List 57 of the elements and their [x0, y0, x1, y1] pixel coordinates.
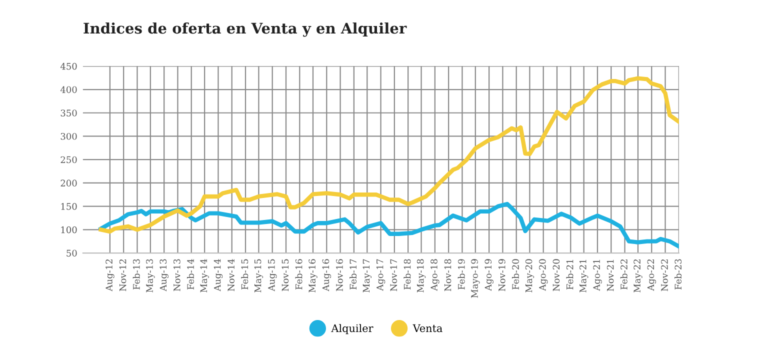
line-series — [98, 202, 679, 249]
x-tick-label: May-22 — [634, 259, 642, 292]
legend-label: Venta — [412, 324, 442, 332]
x-tick-label: Ago-17 — [376, 259, 386, 291]
x-tick-label: Nov-19 — [498, 259, 506, 292]
y-tick-label: 200 — [60, 180, 77, 187]
x-tick-label: Nov-13 — [174, 259, 180, 292]
x-tick-label: Nov-20 — [552, 259, 560, 292]
x-tick-label: Aug-12 — [106, 259, 114, 292]
y-tick-label: 300 — [60, 132, 77, 140]
x-tick-label: Nov-15 — [282, 259, 289, 292]
x-tick-label: Feb-18 — [404, 259, 411, 290]
y-tick-label: 250 — [60, 156, 77, 164]
legend-label: Alquiler — [331, 324, 374, 334]
x-tick-label: May-17 — [362, 259, 372, 292]
x-tick-label: Ago-21 — [593, 260, 602, 291]
x-tick-label: May-15 — [254, 259, 264, 292]
chart-title: Indices de oferta en Venta y en Alquiler — [84, 22, 407, 37]
x-tick-label: Nov-22 — [661, 259, 668, 292]
x-tick-label: Feb-23 — [674, 259, 682, 290]
y-tick-label: 350 — [60, 110, 77, 116]
x-tick-label: Nov-16 — [336, 259, 343, 292]
x-tick-label: Ago-20 — [539, 259, 548, 291]
y-tick-label: 150 — [61, 203, 77, 210]
x-tick-label: Nov-18 — [444, 259, 452, 292]
x-tick-label: May-18 — [416, 259, 426, 292]
x-tick-label: May-20 — [525, 259, 534, 292]
x-tick-label: Feb-17 — [350, 259, 357, 290]
y-tick-label: 100 — [61, 226, 77, 234]
x-tick-label: Feb-13 — [132, 259, 140, 290]
x-tick-label: Aug-15 — [268, 259, 277, 292]
x-tick-label: Nov-21 — [606, 260, 614, 292]
x-tick-label: Aug-14 — [214, 259, 223, 292]
x-tick-label: Ago-19 — [484, 259, 494, 291]
x-tick-label: Feb-19 — [458, 259, 465, 290]
x-tick-label: Ago-18 — [430, 259, 440, 291]
x-tick-label: Feb-20 — [512, 259, 519, 290]
y-tick-label: 400 — [60, 86, 77, 94]
x-tick-label: Aug-13 — [160, 259, 168, 292]
x-tick-label: Nov-17 — [390, 259, 398, 292]
x-tick-label: May-14 — [200, 259, 209, 292]
line-series — [98, 76, 679, 234]
y-tick-label: 50 — [66, 250, 77, 257]
x-tick-label: Mayo-19 — [471, 259, 480, 298]
y-tick-label: 450 — [60, 62, 77, 70]
x-tick-label: Aug-16 — [322, 259, 332, 292]
x-tick-label: May-16 — [308, 259, 318, 292]
x-tick-label: May-13 — [146, 259, 155, 292]
x-tick-label: May-21 — [580, 260, 588, 292]
x-tick-label: Feb-15 — [241, 259, 248, 290]
x-tick-label: Feb-21 — [566, 260, 574, 290]
x-tick-label: Feb-16 — [295, 259, 302, 290]
x-tick-label: Feb-22 — [620, 259, 628, 290]
x-tick-label: Feb-14 — [187, 259, 194, 290]
x-tick-label: Ago-22 — [647, 259, 656, 291]
x-tick-label: Nov-12 — [119, 259, 126, 292]
x-tick-label: Nov-14 — [228, 259, 234, 292]
